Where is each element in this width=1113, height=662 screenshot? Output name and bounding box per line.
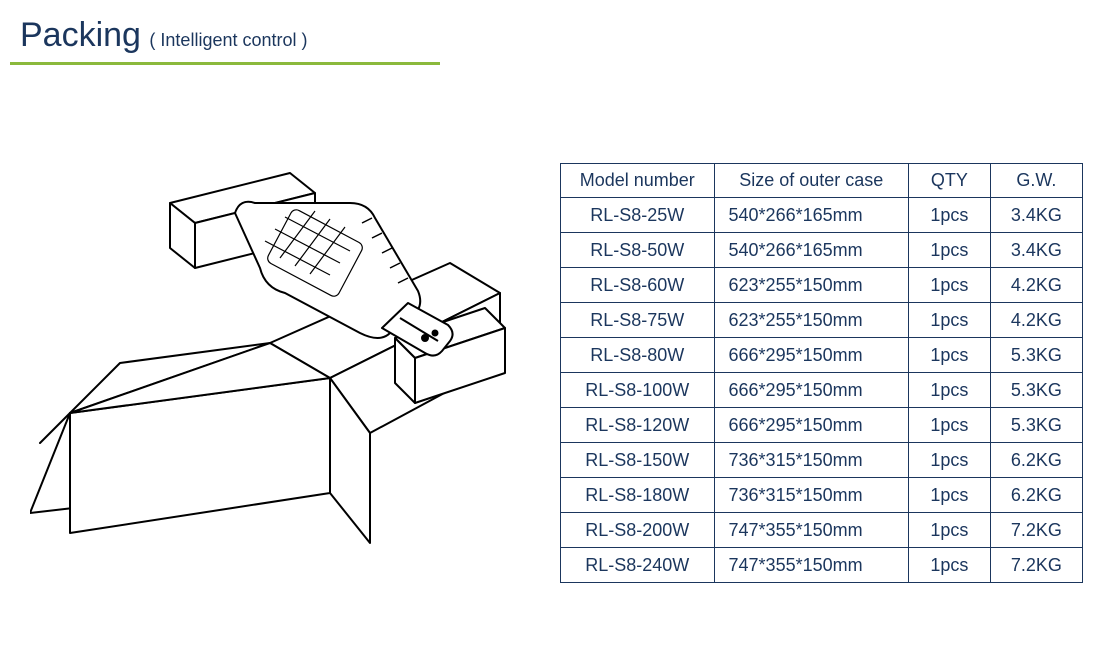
table-body: RL-S8-25W540*266*165mm1pcs3.4KGRL-S8-50W…	[561, 198, 1083, 583]
table-row: RL-S8-150W736*315*150mm1pcs6.2KG	[561, 443, 1083, 478]
cell-model: RL-S8-80W	[561, 338, 715, 373]
cell-size: 666*295*150mm	[714, 408, 908, 443]
packing-illustration-icon	[30, 163, 520, 583]
cell-model: RL-S8-60W	[561, 268, 715, 303]
table-row: RL-S8-100W666*295*150mm1pcs5.3KG	[561, 373, 1083, 408]
cell-gw: 6.2KG	[990, 478, 1082, 513]
col-header-gw: G.W.	[990, 164, 1082, 198]
cell-model: RL-S8-120W	[561, 408, 715, 443]
cell-gw: 3.4KG	[990, 198, 1082, 233]
content-area: Model number Size of outer case QTY G.W.…	[0, 63, 1113, 583]
cell-size: 540*266*165mm	[714, 233, 908, 268]
table-header-row: Model number Size of outer case QTY G.W.	[561, 164, 1083, 198]
cell-size: 736*315*150mm	[714, 478, 908, 513]
cell-gw: 6.2KG	[990, 443, 1082, 478]
cell-size: 540*266*165mm	[714, 198, 908, 233]
cell-size: 747*355*150mm	[714, 513, 908, 548]
packing-table: Model number Size of outer case QTY G.W.…	[560, 163, 1083, 583]
cell-qty: 1pcs	[908, 338, 990, 373]
col-header-size: Size of outer case	[714, 164, 908, 198]
col-header-qty: QTY	[908, 164, 990, 198]
cell-size: 623*255*150mm	[714, 303, 908, 338]
cell-size: 666*295*150mm	[714, 373, 908, 408]
cell-gw: 7.2KG	[990, 548, 1082, 583]
cell-gw: 5.3KG	[990, 373, 1082, 408]
cell-qty: 1pcs	[908, 198, 990, 233]
cell-qty: 1pcs	[908, 303, 990, 338]
cell-size: 747*355*150mm	[714, 548, 908, 583]
cell-qty: 1pcs	[908, 443, 990, 478]
cell-qty: 1pcs	[908, 233, 990, 268]
cell-gw: 5.3KG	[990, 408, 1082, 443]
cell-gw: 5.3KG	[990, 338, 1082, 373]
cell-gw: 4.2KG	[990, 303, 1082, 338]
col-header-model: Model number	[561, 164, 715, 198]
table-row: RL-S8-240W747*355*150mm1pcs7.2KG	[561, 548, 1083, 583]
cell-model: RL-S8-100W	[561, 373, 715, 408]
table-row: RL-S8-25W540*266*165mm1pcs3.4KG	[561, 198, 1083, 233]
page-title: Packing	[20, 16, 141, 55]
table-row: RL-S8-75W623*255*150mm1pcs4.2KG	[561, 303, 1083, 338]
cell-model: RL-S8-75W	[561, 303, 715, 338]
page-subtitle: ( Intelligent control )	[149, 30, 307, 51]
cell-model: RL-S8-50W	[561, 233, 715, 268]
cell-gw: 4.2KG	[990, 268, 1082, 303]
cell-size: 623*255*150mm	[714, 268, 908, 303]
cell-size: 666*295*150mm	[714, 338, 908, 373]
cell-model: RL-S8-180W	[561, 478, 715, 513]
table-row: RL-S8-60W623*255*150mm1pcs4.2KG	[561, 268, 1083, 303]
table-row: RL-S8-80W666*295*150mm1pcs5.3KG	[561, 338, 1083, 373]
cell-qty: 1pcs	[908, 268, 990, 303]
cell-gw: 3.4KG	[990, 233, 1082, 268]
table-row: RL-S8-200W747*355*150mm1pcs7.2KG	[561, 513, 1083, 548]
cell-model: RL-S8-240W	[561, 548, 715, 583]
cell-model: RL-S8-200W	[561, 513, 715, 548]
cell-qty: 1pcs	[908, 408, 990, 443]
cell-gw: 7.2KG	[990, 513, 1082, 548]
cell-qty: 1pcs	[908, 513, 990, 548]
cell-size: 736*315*150mm	[714, 443, 908, 478]
cell-qty: 1pcs	[908, 548, 990, 583]
title-underline	[10, 62, 440, 65]
table-row: RL-S8-180W736*315*150mm1pcs6.2KG	[561, 478, 1083, 513]
cell-qty: 1pcs	[908, 373, 990, 408]
header: Packing ( Intelligent control )	[0, 0, 1113, 63]
cell-qty: 1pcs	[908, 478, 990, 513]
table-row: RL-S8-50W540*266*165mm1pcs3.4KG	[561, 233, 1083, 268]
table-row: RL-S8-120W666*295*150mm1pcs5.3KG	[561, 408, 1083, 443]
cell-model: RL-S8-25W	[561, 198, 715, 233]
cell-model: RL-S8-150W	[561, 443, 715, 478]
